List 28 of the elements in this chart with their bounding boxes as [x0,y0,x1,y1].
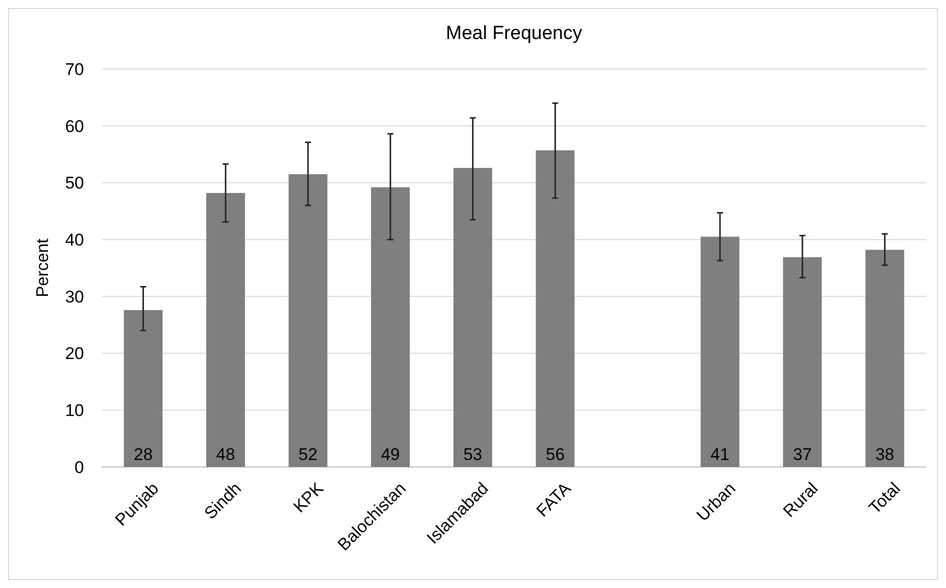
data-label: 52 [298,445,318,464]
bar [371,187,410,467]
y-axis-title: Percent [33,238,52,298]
data-label: 38 [875,445,894,464]
data-label: 41 [710,445,730,464]
y-tick-label: 50 [65,174,84,193]
data-label: 53 [463,445,482,464]
bar [288,174,328,467]
y-tick-label: 20 [65,344,84,364]
bar [865,250,904,467]
bar [783,257,822,467]
data-label: 56 [546,445,565,464]
bar [453,168,492,467]
chart-title: Meal Frequency [446,23,583,44]
y-tick-label: 60 [65,116,84,136]
y-tick-label: 0 [74,458,84,477]
data-label: 28 [134,445,153,464]
bar [536,150,575,467]
bar [124,310,163,467]
data-label: 37 [792,445,812,464]
y-tick-label: 70 [65,60,84,79]
y-tick-label: 10 [65,401,84,420]
y-tick-label: 40 [65,230,84,250]
y-tick-label: 30 [65,287,84,306]
bar [700,236,740,467]
data-label: 48 [216,445,236,464]
data-label: 49 [380,445,400,464]
bar [206,192,245,467]
